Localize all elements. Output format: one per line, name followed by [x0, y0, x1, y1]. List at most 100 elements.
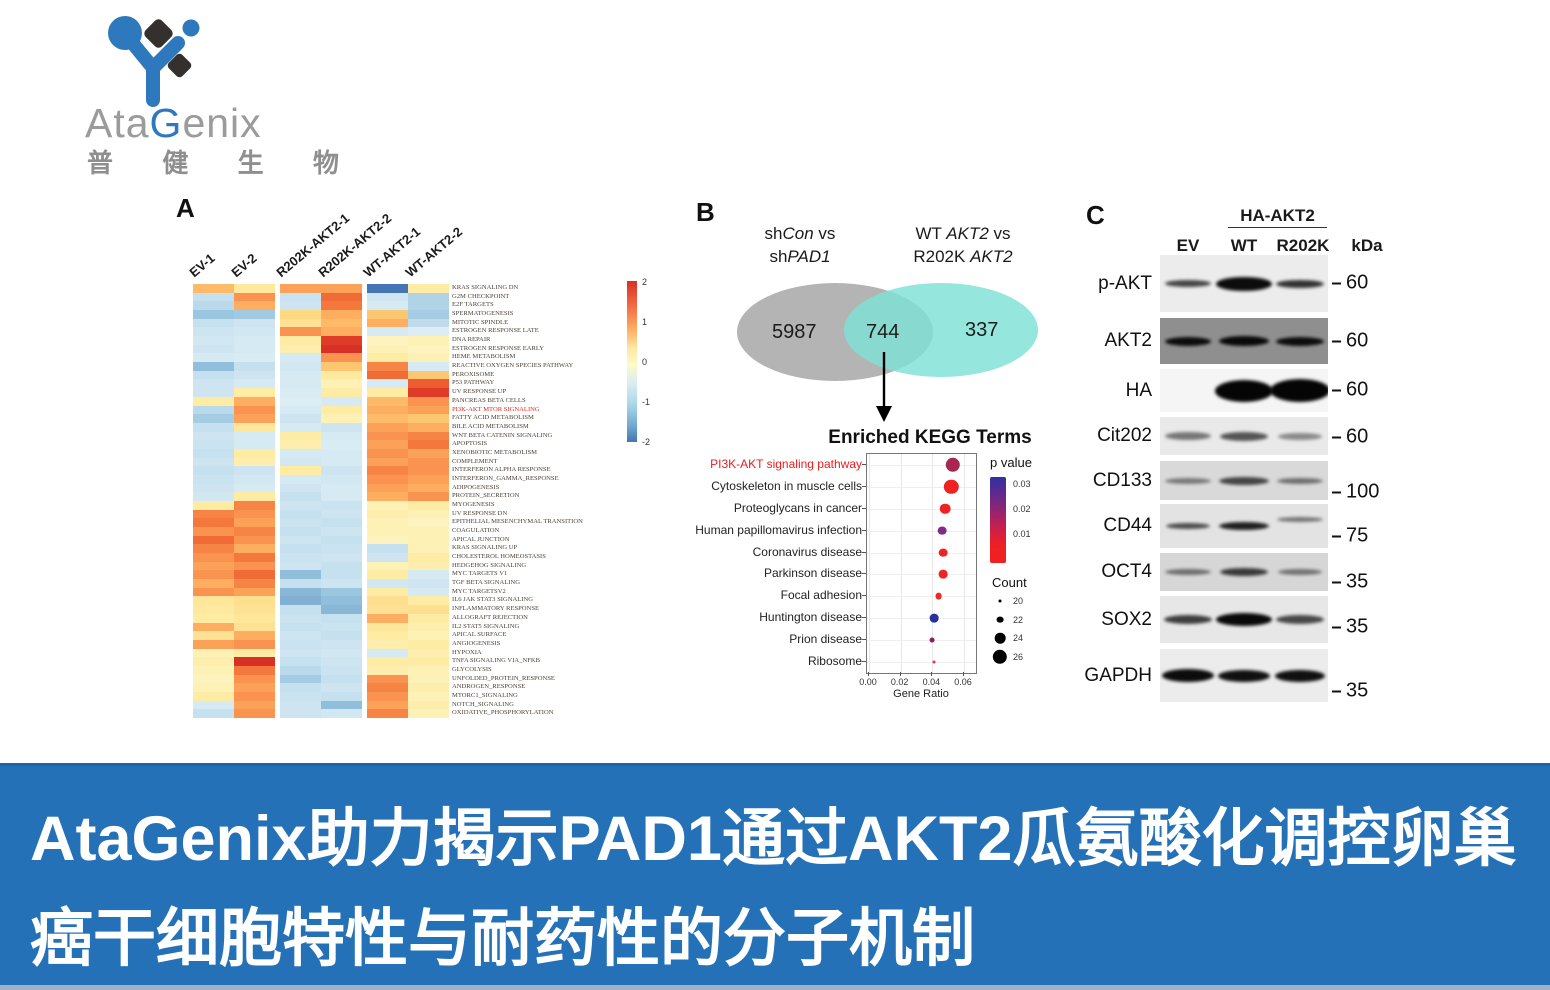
heatmap-cell [234, 483, 275, 493]
heatmap-cell [367, 379, 408, 389]
logo-brand: AtaGenix [85, 100, 262, 147]
heatmap-cell [193, 631, 234, 641]
heatmap-cell [234, 561, 275, 571]
heatmap-cell [193, 353, 234, 363]
kegg-term-label: Cytoskeleton in muscle cells [711, 478, 862, 493]
heatmap-cell [321, 561, 362, 571]
kegg-term-tick [862, 639, 866, 641]
heatmap-cell [367, 587, 408, 597]
heatmap-cell [321, 388, 362, 398]
heatmap-cell [234, 700, 275, 710]
venn-left-line2-italic: PAD1 [787, 247, 831, 266]
heatmap-cell [321, 639, 362, 649]
marker-dash [1332, 389, 1341, 392]
heatmap-row-label: ALLOGRAFT REJECTION [452, 613, 528, 621]
heatmap-row-label: MYC TARGETSV2 [452, 587, 506, 595]
heatmap-cell [234, 310, 275, 319]
heatmap-cell [280, 310, 321, 319]
heatmap-cell [321, 440, 362, 450]
blot-band [1165, 280, 1211, 287]
heatmap-cell [367, 622, 408, 632]
heatmap-cell [408, 570, 449, 580]
heatmap-cell [193, 414, 234, 424]
blot-band [1216, 276, 1272, 291]
count-legend-label: 26 [1013, 651, 1024, 662]
heatmap-cell [193, 292, 234, 302]
heatmap-colorbar-tick: -2 [642, 437, 651, 447]
heatmap-cell [193, 474, 234, 484]
blot-protein-label: OCT4 [1101, 561, 1152, 582]
kegg-term-tick [862, 573, 866, 575]
marker-dash [1332, 581, 1341, 584]
heatmap-cell [193, 596, 234, 606]
heatmap-cell [280, 474, 321, 484]
heatmap-cell [408, 292, 449, 302]
heatmap-cell [193, 396, 234, 406]
heatmap-row-label: MYOGENESIS [452, 501, 495, 508]
heatmap-cell [280, 700, 321, 710]
lane-label-wt: WT [1230, 236, 1258, 255]
heatmap-cell [321, 405, 362, 415]
heatmap-cell [321, 700, 362, 710]
heatmap-cell [193, 301, 234, 311]
heatmap-cell [280, 353, 321, 363]
blot-band [1165, 432, 1211, 440]
heatmap-cell [234, 422, 275, 432]
heatmap-cell [321, 570, 362, 580]
heatmap-cell [234, 396, 275, 406]
heatmap-cell [408, 422, 449, 432]
heatmap-cell [321, 622, 362, 632]
heatmap-row-label: ANGIOGENESIS [452, 639, 501, 647]
blot-kda-marker: 75 [1332, 525, 1368, 548]
heatmap-cell [321, 674, 362, 684]
heatmap-cell [367, 561, 408, 571]
heatmap-cell [234, 613, 275, 623]
heatmap-cell [367, 318, 408, 328]
kegg-dot [929, 637, 935, 643]
blot-kda-marker: 35 [1332, 571, 1368, 594]
heatmap-cell [280, 648, 321, 658]
heatmap-row-label: KRAS SIGNALING DN [452, 284, 519, 291]
blot-band [1278, 569, 1322, 575]
logo-chinese-name: 普 健 生 物 [87, 143, 339, 180]
logo-icon [108, 16, 200, 107]
venn-right-line1-italic: AKT2 [946, 224, 989, 243]
kegg-dot [932, 660, 936, 664]
heatmap-cell [234, 492, 275, 502]
heatmap-row-label: TGF BETA SIGNALING [452, 579, 520, 587]
heatmap-cell [280, 596, 321, 606]
heatmap-cell [408, 414, 449, 424]
heatmap-cell [408, 440, 449, 450]
pvalue-tick-label: 0.01 [1013, 529, 1031, 539]
kegg-term-tick [862, 529, 866, 531]
heatmap-cell [321, 492, 362, 502]
heatmap-cell [408, 665, 449, 675]
blot-p-akt [1160, 255, 1328, 312]
heatmap-cell [193, 605, 234, 615]
heatmap-cell [193, 509, 234, 519]
heatmap-cell [234, 370, 275, 380]
venn-right-line1: WT [915, 224, 947, 243]
kegg-gridline [867, 486, 976, 488]
venn-overlap-count: 744 [866, 321, 900, 343]
heatmap-cell [321, 414, 362, 424]
heatmap-cell [280, 448, 321, 458]
ha-akt2-header: HA-AKT2 [1240, 206, 1315, 225]
blot-band [1162, 669, 1214, 682]
heatmap-cell [321, 535, 362, 545]
heatmap-cell [367, 613, 408, 623]
blot-band [1276, 336, 1324, 346]
heatmap-cell [280, 509, 321, 519]
venn-left-label: shCon vs shPAD1 [715, 222, 885, 268]
blot-band [1165, 569, 1211, 575]
blot-protein-label: HA [1125, 379, 1152, 401]
heatmap-cell [408, 405, 449, 415]
blot-band [1277, 477, 1323, 484]
heatmap-cell [193, 657, 234, 667]
heatmap-cell [193, 553, 234, 563]
heatmap-row-label: UNFOLDED_PROTEIN_RESPONSE [452, 674, 555, 682]
heatmap-cell [408, 466, 449, 476]
kegg-gridline [867, 662, 976, 664]
heatmap-cell [321, 579, 362, 589]
heatmap-cell [367, 353, 408, 363]
